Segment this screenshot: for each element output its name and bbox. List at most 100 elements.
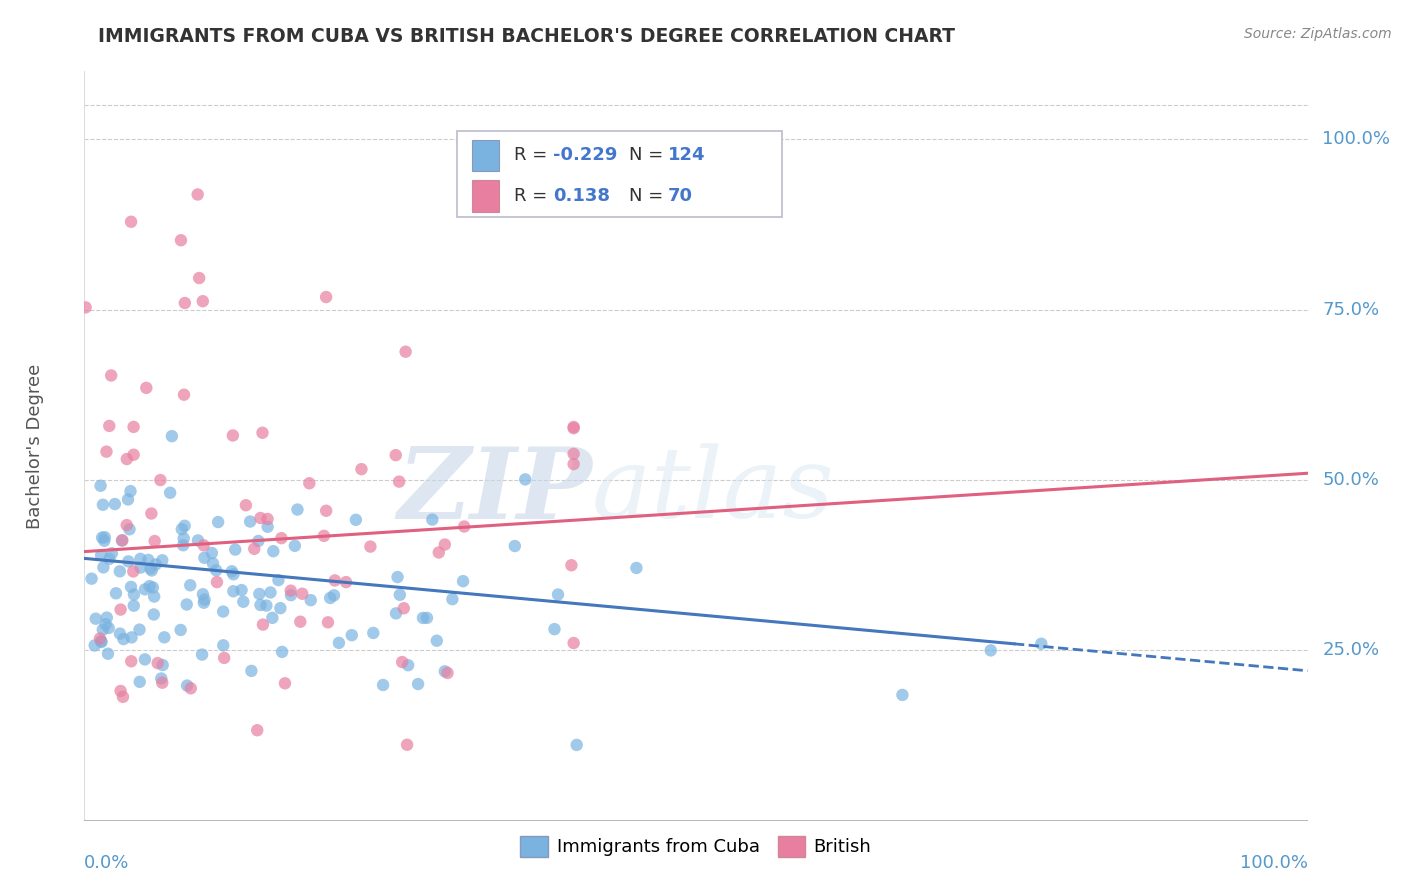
Text: ZIP: ZIP — [396, 442, 592, 539]
Point — [153, 630, 176, 644]
Legend: Immigrants from Cuba, British: Immigrants from Cuba, British — [513, 829, 879, 864]
Point — [118, 522, 141, 536]
Point — [134, 652, 156, 666]
Point — [290, 615, 312, 629]
Point — [142, 581, 165, 595]
Point — [110, 602, 132, 616]
Point — [340, 628, 363, 642]
Point — [328, 636, 350, 650]
Point — [249, 511, 271, 525]
Point — [262, 611, 284, 625]
Point — [128, 623, 150, 637]
Point — [562, 457, 585, 471]
Point — [117, 492, 139, 507]
Text: 25.0%: 25.0% — [1322, 641, 1379, 659]
Point — [173, 518, 195, 533]
Point — [344, 513, 367, 527]
Text: IMMIGRANTS FROM CUBA VS BRITISH BACHELOR'S DEGREE CORRELATION CHART: IMMIGRANTS FROM CUBA VS BRITISH BACHELOR… — [98, 27, 956, 45]
Point — [392, 601, 415, 615]
Point — [115, 518, 138, 533]
Point — [100, 368, 122, 383]
Point — [262, 544, 284, 558]
Point — [143, 590, 166, 604]
Point — [169, 623, 191, 637]
Point — [193, 538, 215, 552]
Point — [205, 575, 228, 590]
Point — [270, 531, 292, 545]
Point — [371, 678, 394, 692]
Point — [201, 557, 224, 571]
Point — [284, 539, 307, 553]
Point — [205, 563, 228, 577]
Text: N =: N = — [628, 187, 669, 205]
Point — [176, 679, 198, 693]
Point — [274, 676, 297, 690]
Point — [433, 537, 456, 551]
Point — [101, 546, 124, 560]
Text: 75.0%: 75.0% — [1322, 301, 1379, 318]
Point — [121, 631, 143, 645]
Point — [173, 296, 195, 310]
Point — [160, 429, 183, 443]
Point — [98, 418, 121, 433]
Point — [212, 651, 235, 665]
Point — [503, 539, 526, 553]
Text: Bachelor's Degree: Bachelor's Degree — [27, 363, 45, 529]
Point — [259, 585, 281, 599]
Point — [89, 632, 111, 646]
Point — [239, 515, 262, 529]
Point — [335, 575, 357, 590]
Point — [433, 665, 456, 679]
Point — [252, 425, 274, 440]
Point — [291, 587, 314, 601]
Point — [222, 567, 245, 582]
Point — [122, 448, 145, 462]
Point — [416, 611, 439, 625]
Point — [139, 561, 162, 575]
Point — [120, 215, 142, 229]
Point — [441, 592, 464, 607]
Point — [626, 561, 648, 575]
Point — [193, 550, 215, 565]
Point — [323, 574, 346, 588]
Point — [80, 572, 103, 586]
Point — [191, 587, 214, 601]
Point — [436, 665, 458, 680]
Point — [1031, 637, 1053, 651]
Point — [94, 617, 117, 632]
Point — [143, 534, 166, 549]
Point — [980, 643, 1002, 657]
Point — [111, 533, 134, 548]
Point — [104, 497, 127, 511]
Point — [128, 674, 150, 689]
Point — [247, 533, 270, 548]
Text: R =: R = — [513, 146, 553, 164]
Point — [111, 690, 134, 704]
Point — [108, 565, 131, 579]
Point — [201, 546, 224, 560]
Point — [83, 639, 105, 653]
Point — [363, 626, 385, 640]
Point — [150, 672, 173, 686]
Point — [412, 611, 434, 625]
Point — [406, 677, 429, 691]
Point — [271, 645, 294, 659]
Point — [547, 588, 569, 602]
Point — [191, 648, 214, 662]
Point — [396, 738, 419, 752]
Point — [149, 473, 172, 487]
Point — [111, 533, 134, 548]
Point — [176, 598, 198, 612]
Point — [562, 421, 585, 435]
Text: -0.229: -0.229 — [553, 146, 617, 164]
Point — [280, 588, 302, 602]
Text: 0.138: 0.138 — [553, 187, 610, 205]
Point — [323, 588, 346, 602]
Point — [120, 654, 142, 668]
Text: 0.0%: 0.0% — [84, 855, 129, 872]
Point — [90, 479, 112, 493]
Point — [170, 233, 193, 247]
Text: R =: R = — [513, 187, 553, 205]
Point — [173, 387, 195, 401]
Point — [145, 558, 167, 572]
